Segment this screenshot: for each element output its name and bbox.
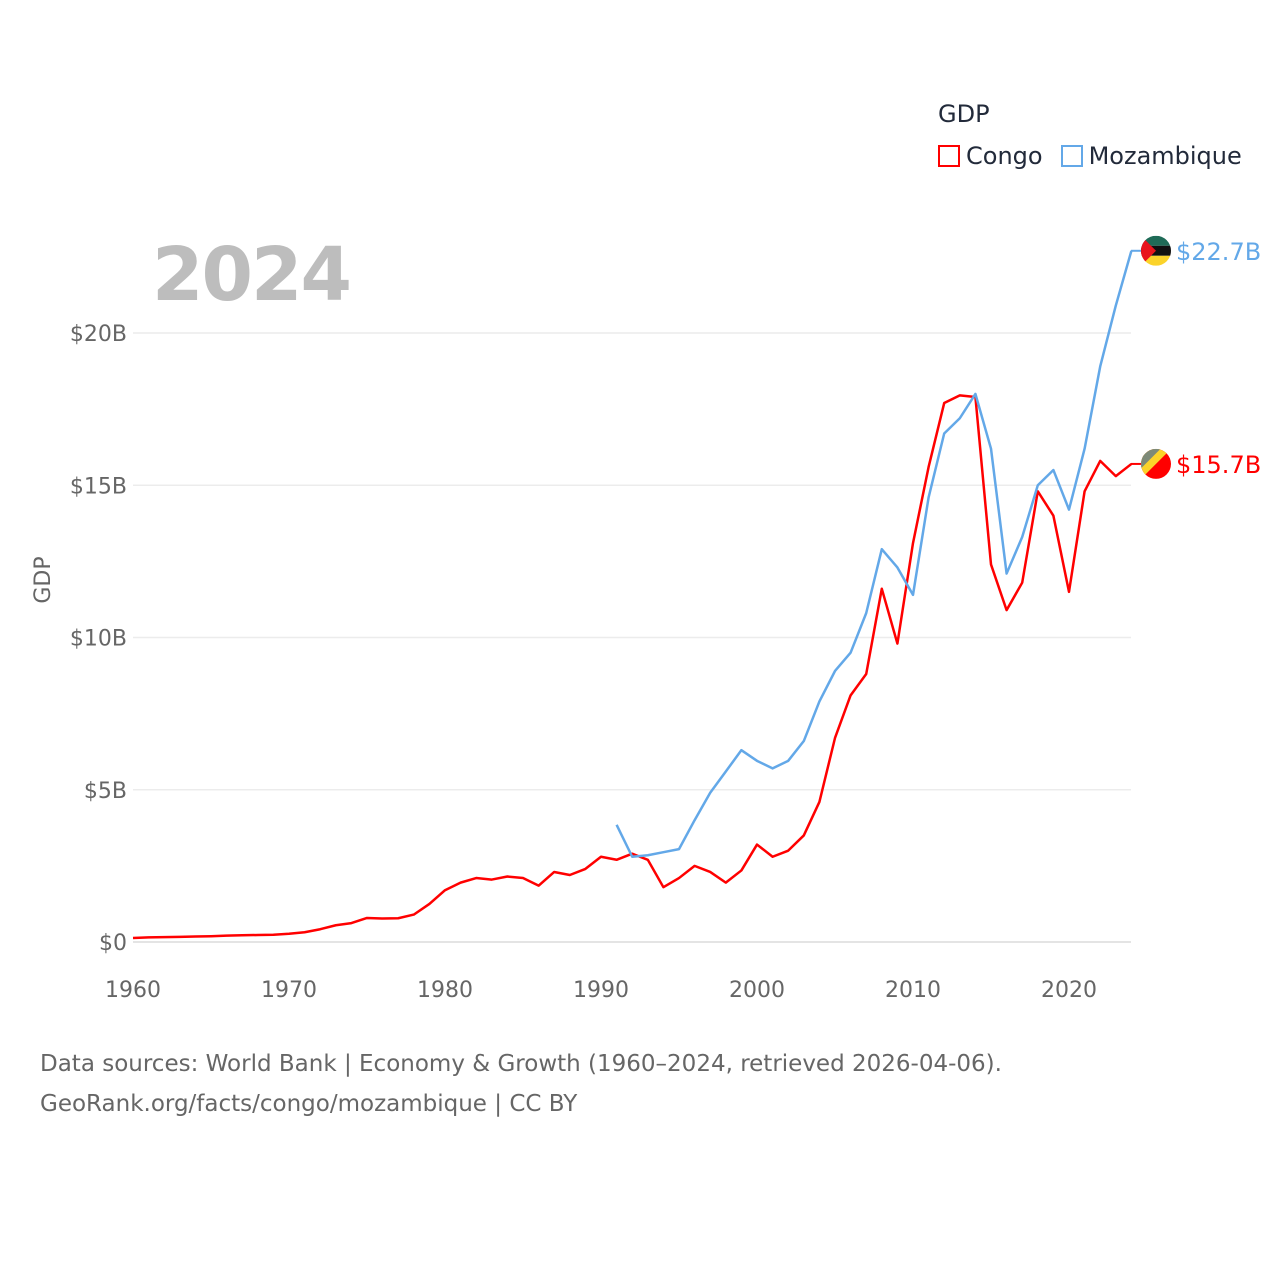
legend-item-mozambique[interactable]: Mozambique bbox=[1060, 142, 1242, 170]
end-value-label-mozambique: $22.7B bbox=[1176, 238, 1261, 266]
y-tick-label: $0 bbox=[99, 931, 127, 956]
legend-title: GDP bbox=[938, 100, 990, 128]
end-value-label-congo: $15.7B bbox=[1176, 451, 1261, 479]
flag-icon-congo bbox=[1141, 448, 1171, 479]
y-tick-label: $20B bbox=[70, 322, 127, 347]
footer: Data sources: World Bank | Economy & Gro… bbox=[40, 1044, 1002, 1124]
x-tick-label: 1980 bbox=[417, 978, 473, 1003]
legend: Congo Mozambique bbox=[938, 142, 1242, 170]
x-tick-label: 1970 bbox=[261, 978, 317, 1003]
x-tick-label: 1990 bbox=[573, 978, 629, 1003]
legend-label-congo: Congo bbox=[966, 142, 1043, 170]
footer-sources: Data sources: World Bank | Economy & Gro… bbox=[40, 1051, 1002, 1077]
series-line-congo bbox=[132, 394, 1133, 940]
legend-label-mozambique: Mozambique bbox=[1088, 142, 1242, 170]
y-axis-label: GDP bbox=[31, 556, 56, 603]
current-year-label: 2024 bbox=[152, 232, 352, 318]
y-tick-label: $10B bbox=[70, 627, 127, 652]
legend-item-congo[interactable]: Congo bbox=[938, 142, 1043, 170]
series-line-mozambique bbox=[615, 250, 1133, 858]
legend-swatch-congo bbox=[938, 145, 960, 167]
x-tick-label: 2000 bbox=[729, 978, 785, 1003]
x-tick-label: 1960 bbox=[105, 978, 161, 1003]
y-tick-label: $15B bbox=[70, 474, 127, 499]
flag-icon-mozambique bbox=[1141, 235, 1171, 266]
legend-swatch-mozambique bbox=[1060, 145, 1083, 167]
x-tick-label: 2010 bbox=[885, 978, 941, 1003]
x-tick-label: 2020 bbox=[1041, 978, 1097, 1003]
y-tick-label: $5B bbox=[84, 779, 127, 804]
footer-link[interactable]: GeoRank.org/facts/congo/mozambique | CC … bbox=[40, 1091, 578, 1117]
